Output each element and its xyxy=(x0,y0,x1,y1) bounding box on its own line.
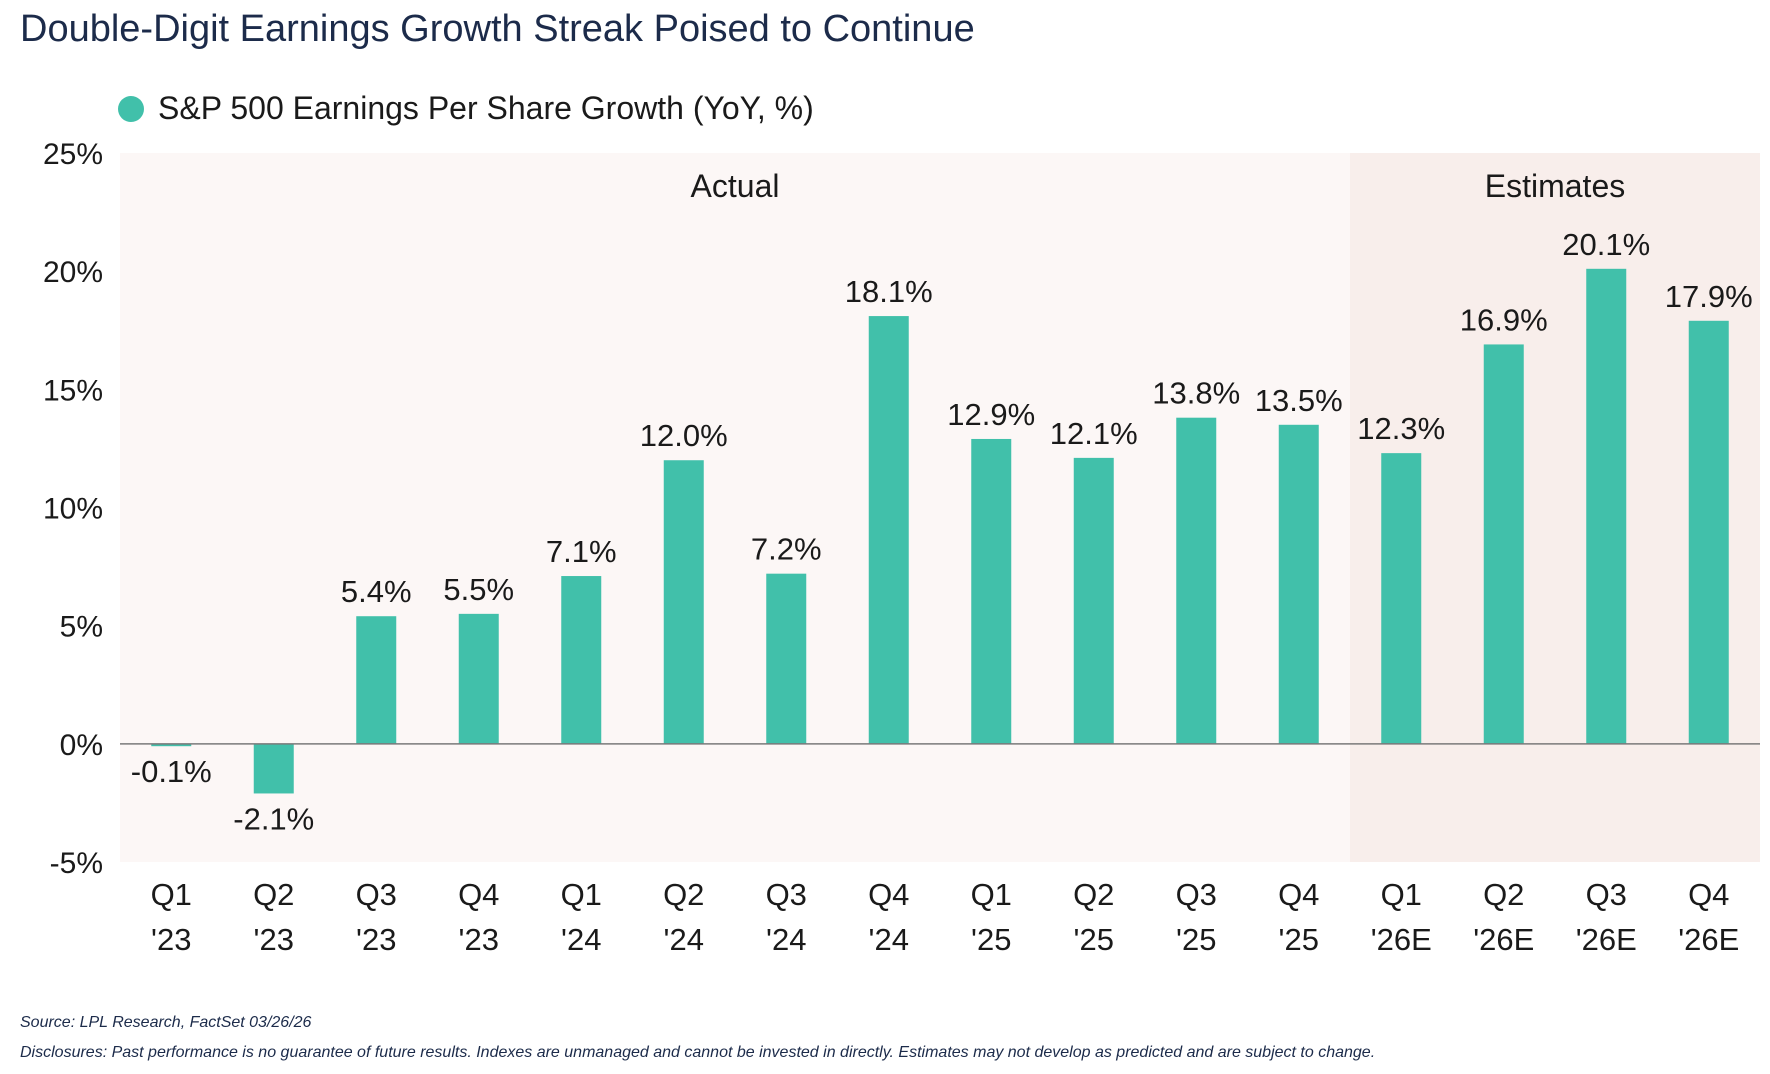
x-tick-label: '25 xyxy=(1176,922,1216,957)
x-tick-label: Q1 xyxy=(151,877,192,912)
x-tick-label: Q3 xyxy=(356,877,397,912)
data-label: -0.1% xyxy=(131,754,212,789)
bar xyxy=(1176,417,1217,744)
x-tick-label: '25 xyxy=(971,922,1011,957)
data-label: 7.1% xyxy=(546,534,617,569)
region-background-0 xyxy=(120,153,1350,862)
bar xyxy=(458,613,499,744)
data-label: 12.3% xyxy=(1357,411,1445,446)
y-tick-label: 25% xyxy=(43,138,103,171)
x-tick-label: '23 xyxy=(151,922,191,957)
data-label: 18.1% xyxy=(845,274,933,309)
x-tick-label: '26E xyxy=(1371,922,1432,957)
bar xyxy=(356,616,397,744)
data-label: 12.0% xyxy=(640,418,728,453)
x-tick-label: '26E xyxy=(1678,922,1739,957)
data-label: 12.9% xyxy=(947,397,1035,432)
data-label: -2.1% xyxy=(233,801,314,836)
disclosure-note: Disclosures: Past performance is no guar… xyxy=(20,1044,1376,1061)
bar xyxy=(561,576,602,744)
x-tick-label: Q4 xyxy=(1278,877,1319,912)
x-tick-label: '25 xyxy=(1279,922,1319,957)
x-tick-label: '23 xyxy=(254,922,294,957)
x-tick-label: Q4 xyxy=(868,877,909,912)
data-label: 5.5% xyxy=(443,572,514,607)
bar xyxy=(766,573,807,744)
y-tick-label: 10% xyxy=(43,493,103,526)
legend-swatch xyxy=(118,95,144,122)
x-tick-label: Q2 xyxy=(1073,877,1114,912)
x-tick-label: Q3 xyxy=(766,877,807,912)
data-label: 13.5% xyxy=(1255,383,1343,418)
x-tick-label: '26E xyxy=(1473,922,1534,957)
bar xyxy=(253,743,294,794)
chart-title: Double-Digit Earnings Growth Streak Pois… xyxy=(20,8,975,50)
source-note: Source: LPL Research, FactSet 03/26/26 xyxy=(20,1014,312,1031)
x-tick-label: '25 xyxy=(1074,922,1114,957)
data-label: 7.2% xyxy=(751,532,822,567)
data-label: 13.8% xyxy=(1152,376,1240,411)
x-tick-label: '23 xyxy=(356,922,396,957)
x-tick-label: Q4 xyxy=(458,877,499,912)
data-label: 16.9% xyxy=(1460,302,1548,337)
data-label: 20.1% xyxy=(1562,227,1650,262)
x-tick-label: Q2 xyxy=(663,877,704,912)
x-tick-label: '26E xyxy=(1576,922,1637,957)
bar xyxy=(971,438,1012,744)
x-tick-label: '24 xyxy=(664,922,704,957)
legend: S&P 500 Earnings Per Share Growth (YoY, … xyxy=(118,90,814,127)
bar xyxy=(1483,344,1524,744)
data-label: 5.4% xyxy=(341,574,412,609)
bar xyxy=(1073,457,1114,744)
bar xyxy=(1278,424,1319,744)
bar xyxy=(1381,453,1422,744)
x-tick-label: Q1 xyxy=(1381,877,1422,912)
x-tick-label: '24 xyxy=(561,922,601,957)
x-tick-label: Q1 xyxy=(971,877,1012,912)
x-tick-label: Q4 xyxy=(1688,877,1729,912)
bar-chart: Actual Estimates -5% 0% 5% 10% 15% 20% 25% -0.1%-… xyxy=(43,138,1760,957)
x-tick-label: Q3 xyxy=(1176,877,1217,912)
region-label-0: Actual xyxy=(691,168,780,204)
x-tick-label: Q2 xyxy=(253,877,294,912)
x-tick-label: '24 xyxy=(869,922,909,957)
x-tick-label: Q3 xyxy=(1586,877,1627,912)
y-tick-label: 20% xyxy=(43,256,103,289)
bar xyxy=(1586,268,1627,744)
y-tick-label: -5% xyxy=(50,847,103,880)
bar xyxy=(868,316,909,744)
y-tick-label: 0% xyxy=(60,729,103,762)
y-tick-label: 15% xyxy=(43,374,103,407)
y-tick-label: 5% xyxy=(60,611,103,644)
x-tick-label: '24 xyxy=(766,922,806,957)
bar xyxy=(663,460,704,744)
data-label: 12.1% xyxy=(1050,416,1138,451)
x-tick-label: '23 xyxy=(459,922,499,957)
bar xyxy=(1688,320,1729,744)
region-label-1: Estimates xyxy=(1485,168,1625,204)
legend-label: S&P 500 Earnings Per Share Growth (YoY, … xyxy=(158,90,814,126)
x-tick-label: Q2 xyxy=(1483,877,1524,912)
x-tick-label: Q1 xyxy=(561,877,602,912)
data-label: 17.9% xyxy=(1665,279,1753,314)
bar xyxy=(151,743,192,747)
